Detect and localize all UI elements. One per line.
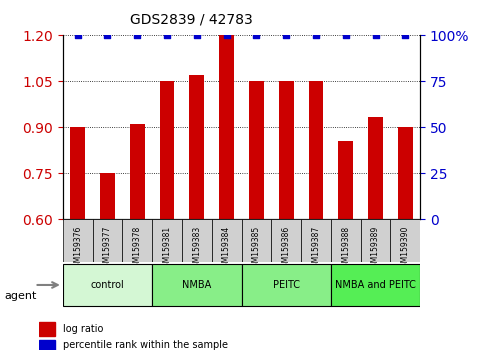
Bar xyxy=(100,173,115,219)
Bar xyxy=(189,75,204,219)
Text: NMBA: NMBA xyxy=(182,280,212,290)
Text: GSM159385: GSM159385 xyxy=(252,226,261,272)
Bar xyxy=(338,141,353,219)
Bar xyxy=(309,81,324,219)
Point xyxy=(163,33,171,38)
FancyBboxPatch shape xyxy=(242,219,271,262)
Text: GSM159381: GSM159381 xyxy=(163,226,171,272)
Text: GDS2839 / 42783: GDS2839 / 42783 xyxy=(130,12,253,26)
Text: GSM159378: GSM159378 xyxy=(133,226,142,272)
Point xyxy=(133,33,141,38)
Bar xyxy=(219,35,234,219)
Point xyxy=(253,33,260,38)
FancyBboxPatch shape xyxy=(63,264,152,306)
Text: GSM159388: GSM159388 xyxy=(341,226,350,272)
Text: percentile rank within the sample: percentile rank within the sample xyxy=(63,340,228,350)
Point xyxy=(401,33,409,38)
Text: PEITC: PEITC xyxy=(273,280,299,290)
Text: agent: agent xyxy=(5,291,37,301)
FancyBboxPatch shape xyxy=(212,219,242,262)
FancyBboxPatch shape xyxy=(152,264,242,306)
Point xyxy=(342,33,350,38)
Text: GSM159377: GSM159377 xyxy=(103,226,112,272)
Bar xyxy=(398,127,413,219)
Text: GSM159384: GSM159384 xyxy=(222,226,231,272)
FancyBboxPatch shape xyxy=(122,219,152,262)
Point xyxy=(104,33,112,38)
FancyBboxPatch shape xyxy=(242,264,331,306)
FancyBboxPatch shape xyxy=(93,219,122,262)
FancyBboxPatch shape xyxy=(63,219,93,262)
FancyBboxPatch shape xyxy=(361,219,390,262)
Text: GSM159376: GSM159376 xyxy=(73,226,82,272)
FancyBboxPatch shape xyxy=(271,219,301,262)
FancyBboxPatch shape xyxy=(390,219,420,262)
Text: GSM159383: GSM159383 xyxy=(192,226,201,272)
Text: GSM159389: GSM159389 xyxy=(371,226,380,272)
FancyBboxPatch shape xyxy=(331,219,361,262)
Bar xyxy=(130,124,145,219)
FancyBboxPatch shape xyxy=(331,264,420,306)
Text: log ratio: log ratio xyxy=(63,324,103,334)
Text: GSM159386: GSM159386 xyxy=(282,226,291,272)
FancyBboxPatch shape xyxy=(301,219,331,262)
Point xyxy=(372,33,380,38)
Text: GSM159390: GSM159390 xyxy=(401,226,410,272)
Bar xyxy=(249,81,264,219)
Point xyxy=(193,33,201,38)
Point xyxy=(74,33,82,38)
Text: control: control xyxy=(91,280,124,290)
Point xyxy=(223,33,230,38)
FancyBboxPatch shape xyxy=(152,219,182,262)
Bar xyxy=(39,322,55,336)
Bar xyxy=(368,117,383,219)
Point xyxy=(312,33,320,38)
FancyBboxPatch shape xyxy=(182,219,212,262)
Bar xyxy=(279,81,294,219)
Bar xyxy=(159,81,174,219)
Bar xyxy=(70,127,85,219)
Bar xyxy=(39,340,55,350)
Text: NMBA and PEITC: NMBA and PEITC xyxy=(335,280,416,290)
Point xyxy=(282,33,290,38)
Text: GSM159387: GSM159387 xyxy=(312,226,320,272)
